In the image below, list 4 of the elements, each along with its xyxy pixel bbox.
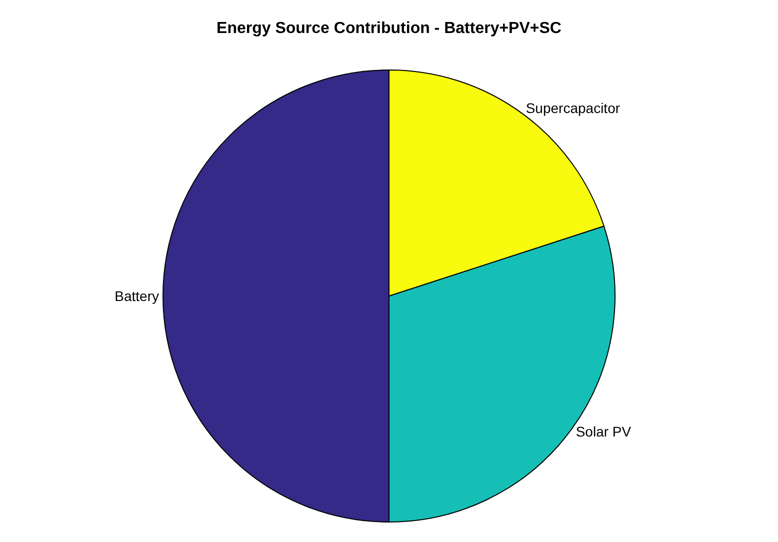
- slice-label: Supercapacitor: [526, 100, 620, 116]
- slice-label: Battery: [114, 288, 159, 304]
- slice-label: Solar PV: [576, 424, 632, 440]
- chart-title: Energy Source Contribution - Battery+PV+SC: [216, 20, 562, 37]
